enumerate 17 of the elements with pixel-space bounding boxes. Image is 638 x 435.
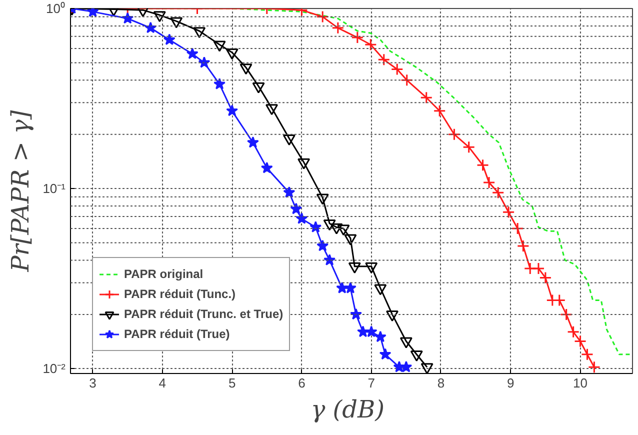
x-tick-label: 4 (158, 376, 166, 390)
x-tick-label: 10 (573, 376, 588, 390)
legend-label: PAPR réduit (Trunc. et True) (124, 307, 284, 321)
x-tick-label: 3 (89, 376, 96, 390)
x-tick-label: 6 (298, 376, 306, 390)
y-tick-label: 10⁻¹ (42, 181, 66, 196)
y-tick-label: 10⁰ (46, 1, 66, 16)
x-tick-label: 5 (228, 376, 236, 390)
x-tick-label: 8 (437, 376, 445, 390)
x-tick-label: 7 (368, 376, 375, 390)
legend-label: PAPR réduit (Tunc.) (124, 287, 236, 301)
legend-label: PAPR original (124, 267, 204, 281)
legend-label: PAPR réduit (True) (124, 327, 230, 341)
y-tick-label: 10⁻² (42, 361, 66, 376)
y-axis-title: Pr[PAPR > γ] (6, 110, 35, 273)
x-tick-label: 9 (507, 376, 514, 390)
x-axis-title: γ (dB) (310, 396, 385, 424)
